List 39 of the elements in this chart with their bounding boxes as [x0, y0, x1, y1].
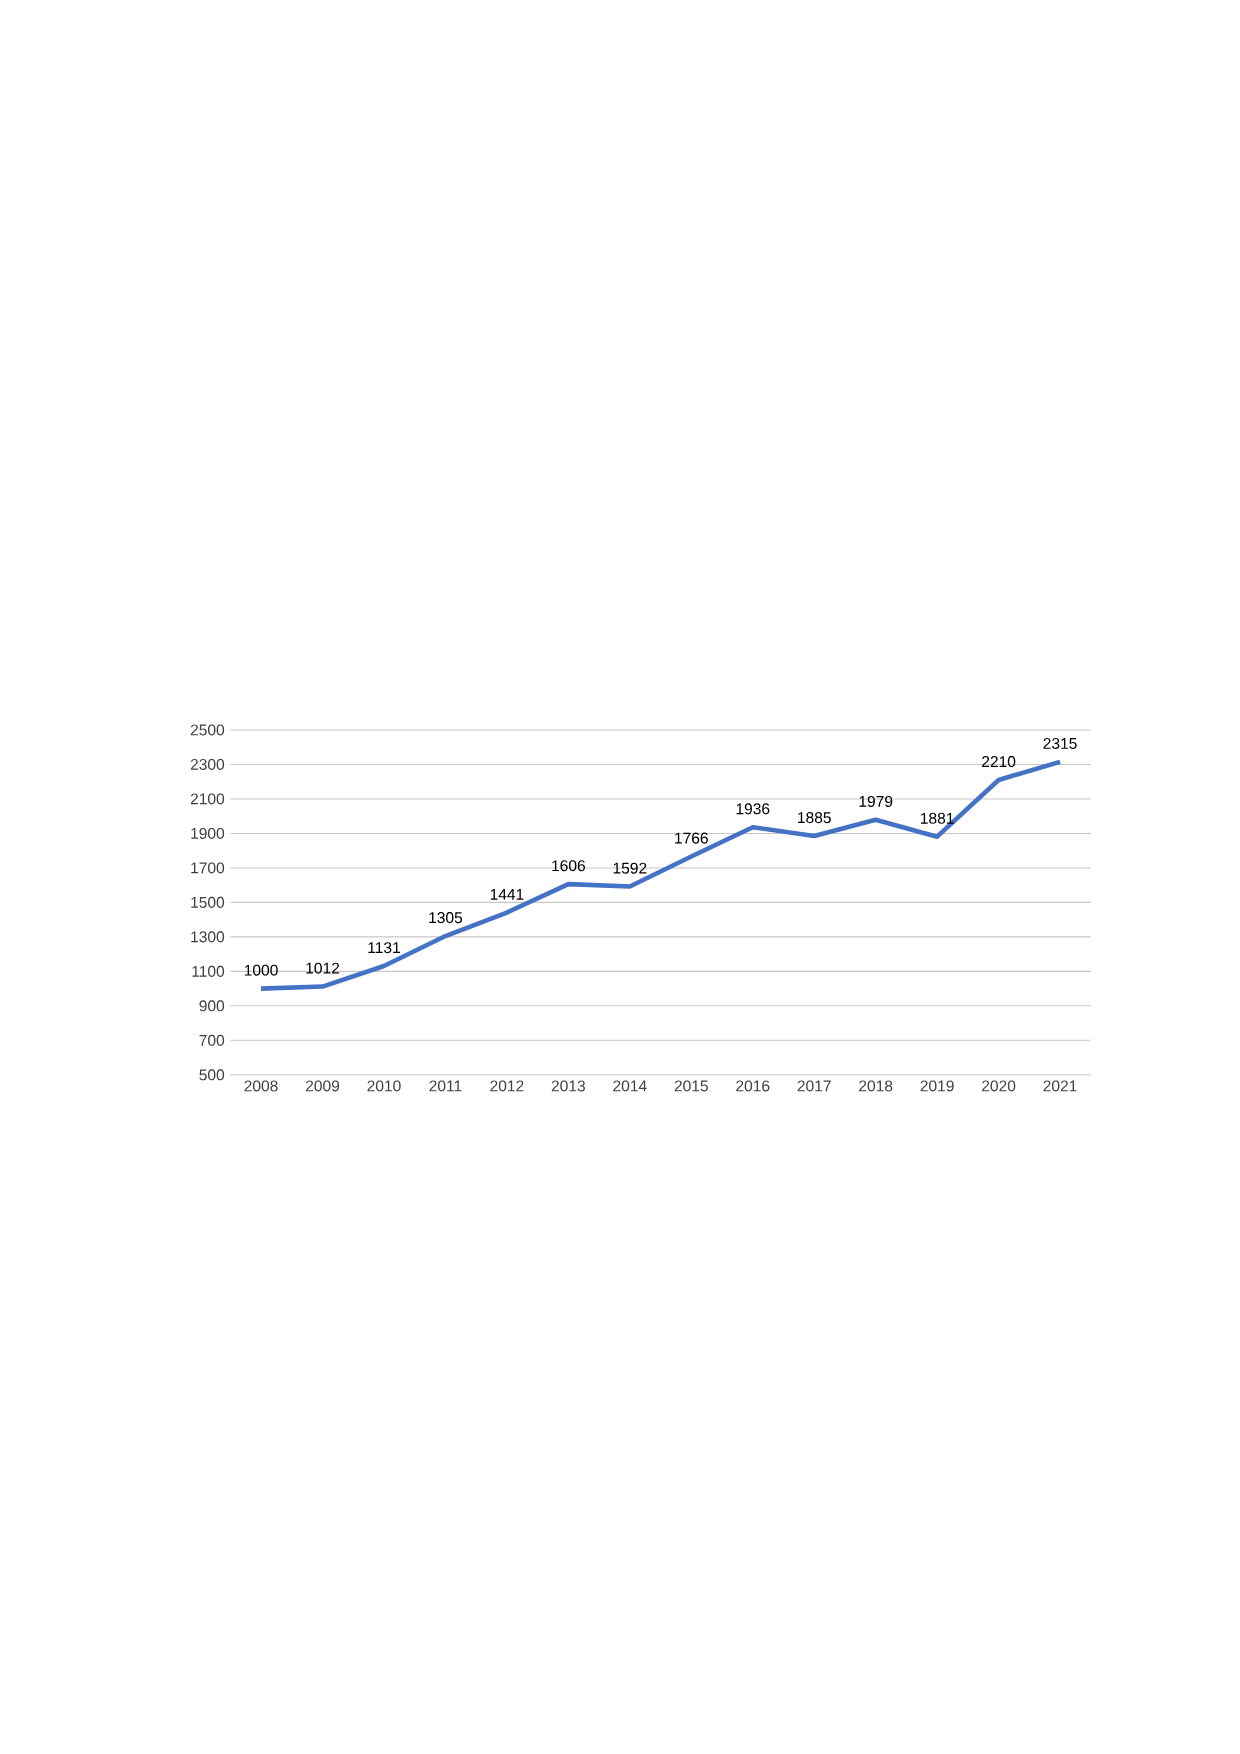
data-label: 1606: [552, 860, 585, 872]
x-tick-label: 2016: [736, 1080, 770, 1092]
x-tick-label: 2009: [305, 1080, 339, 1092]
data-label: 1441: [490, 888, 524, 900]
x-tick-label: 2010: [367, 1080, 401, 1092]
y-tick-label: 900: [199, 1000, 224, 1012]
y-tick-label: 1900: [191, 827, 224, 839]
x-tick-label: 2008: [244, 1080, 278, 1092]
x-tick-label: 2019: [920, 1080, 954, 1092]
data-label: 1885: [797, 812, 831, 824]
data-label: 1881: [920, 812, 954, 824]
y-tick-label: 1700: [191, 862, 224, 874]
y-tick-label: 1500: [191, 896, 224, 908]
data-label: 1012: [306, 962, 339, 974]
y-tick-label: 1100: [192, 965, 224, 977]
x-tick-label: 2020: [981, 1080, 1016, 1092]
y-tick-label: 2100: [190, 793, 224, 805]
y-tick-label: 500: [199, 1069, 224, 1081]
x-tick-label: 2014: [613, 1080, 647, 1092]
data-label: 2210: [981, 756, 1016, 768]
x-tick-label: 2017: [797, 1080, 831, 1092]
data-label: 1305: [429, 912, 463, 924]
x-tick-label: 2011: [429, 1080, 462, 1092]
data-label: 1000: [244, 964, 278, 976]
y-tick-label: 2500: [190, 724, 224, 736]
y-tick-label: 1300: [191, 931, 224, 943]
x-tick-label: 2015: [674, 1080, 708, 1092]
data-label: 1131: [368, 942, 400, 954]
data-label: 1936: [736, 803, 770, 815]
y-tick-label: 2300: [190, 758, 224, 770]
x-tick-label: 2012: [490, 1080, 524, 1092]
data-label: 1979: [859, 795, 893, 807]
data-label: 1766: [675, 832, 708, 844]
x-tick-label: 2018: [859, 1080, 893, 1092]
x-tick-label: 2013: [551, 1080, 585, 1092]
data-label: 2315: [1043, 737, 1077, 749]
y-tick-label: 700: [199, 1034, 224, 1046]
data-label: 1592: [613, 862, 647, 874]
x-tick-label: 2021: [1043, 1080, 1077, 1092]
